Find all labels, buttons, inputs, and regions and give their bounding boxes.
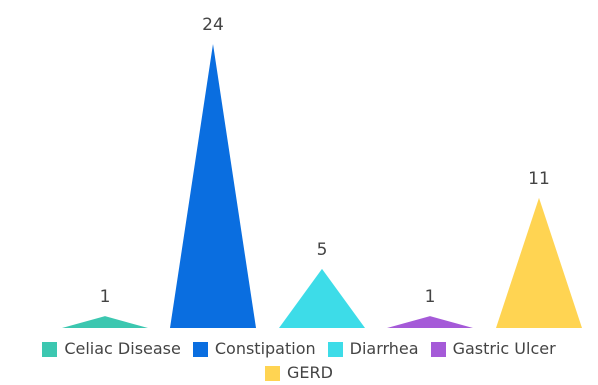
data-label-constipation: 24 bbox=[202, 15, 224, 35]
bar-gerd[interactable] bbox=[496, 198, 582, 328]
data-label-gastric-ulcer: 1 bbox=[425, 287, 436, 307]
bar-celiac-disease[interactable] bbox=[62, 316, 148, 328]
bar-constipation[interactable] bbox=[170, 44, 256, 328]
legend-swatch-constipation bbox=[193, 342, 208, 357]
legend-swatch-gastric-ulcer bbox=[431, 342, 446, 357]
data-label-diarrhea: 5 bbox=[317, 240, 328, 260]
legend-item-celiac-disease[interactable]: Celiac Disease bbox=[42, 337, 181, 361]
data-label-gerd: 11 bbox=[528, 169, 550, 189]
legend-item-gerd[interactable]: GERD bbox=[265, 361, 333, 385]
legend-label-constipation: Constipation bbox=[215, 337, 316, 361]
legend-label-gerd: GERD bbox=[287, 361, 333, 385]
chart-legend: Celiac Disease Constipation Diarrhea Gas… bbox=[0, 337, 598, 385]
legend-item-constipation[interactable]: Constipation bbox=[193, 337, 316, 361]
legend-swatch-celiac-disease bbox=[42, 342, 57, 357]
legend-swatch-diarrhea bbox=[328, 342, 343, 357]
legend-swatch-gerd bbox=[265, 366, 280, 381]
legend-label-diarrhea: Diarrhea bbox=[350, 337, 419, 361]
bar-diarrhea[interactable] bbox=[279, 269, 365, 328]
legend-item-diarrhea[interactable]: Diarrhea bbox=[328, 337, 419, 361]
legend-label-gastric-ulcer: Gastric Ulcer bbox=[453, 337, 556, 361]
legend-label-celiac-disease: Celiac Disease bbox=[64, 337, 181, 361]
bar-gastric-ulcer[interactable] bbox=[387, 316, 473, 328]
data-label-celiac-disease: 1 bbox=[100, 287, 111, 307]
legend-item-gastric-ulcer[interactable]: Gastric Ulcer bbox=[431, 337, 556, 361]
